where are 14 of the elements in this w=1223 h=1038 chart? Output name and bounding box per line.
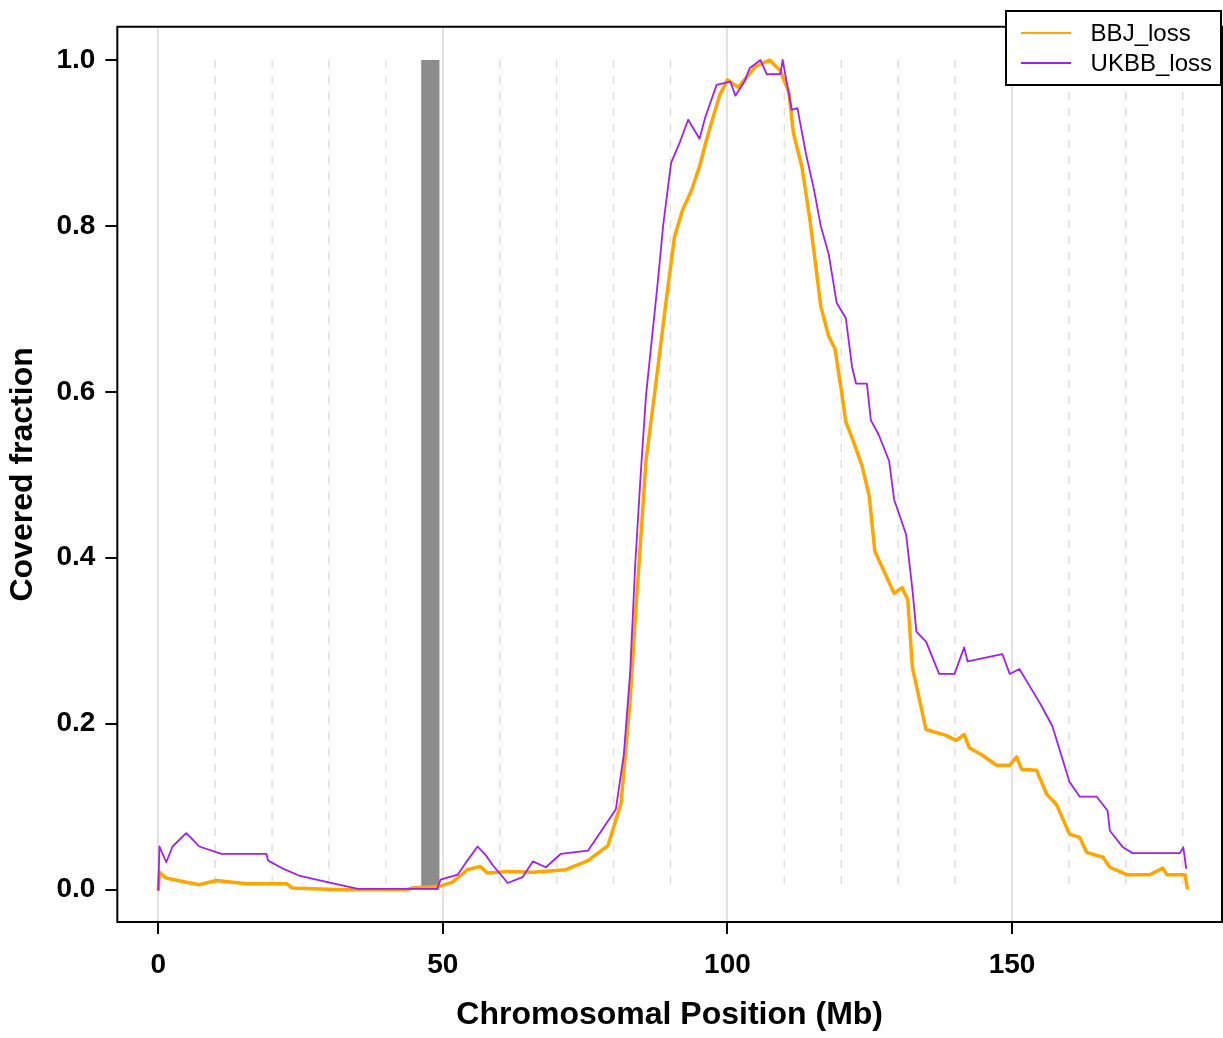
y-tick-label: 0.2 xyxy=(56,706,96,738)
y-tick-label: 0.4 xyxy=(56,540,96,572)
y-tick-label: 0.8 xyxy=(56,208,96,240)
x-tick-label: 150 xyxy=(988,947,1036,979)
legend-label: UKBB_loss xyxy=(1090,49,1212,77)
x-tick-label: 50 xyxy=(427,947,459,979)
x-tick-label: 0 xyxy=(150,947,167,979)
x-tick-label: 100 xyxy=(704,947,751,979)
y-tick-label: 0.0 xyxy=(56,872,96,904)
y-axis-title: Covered fraction xyxy=(3,347,40,602)
legend-label: BBJ_loss xyxy=(1090,19,1191,47)
y-tick-label: 1.0 xyxy=(56,42,96,74)
x-axis-title: Chromosomal Position (Mb) xyxy=(456,994,883,1031)
y-tick-label: 0.6 xyxy=(56,374,96,406)
